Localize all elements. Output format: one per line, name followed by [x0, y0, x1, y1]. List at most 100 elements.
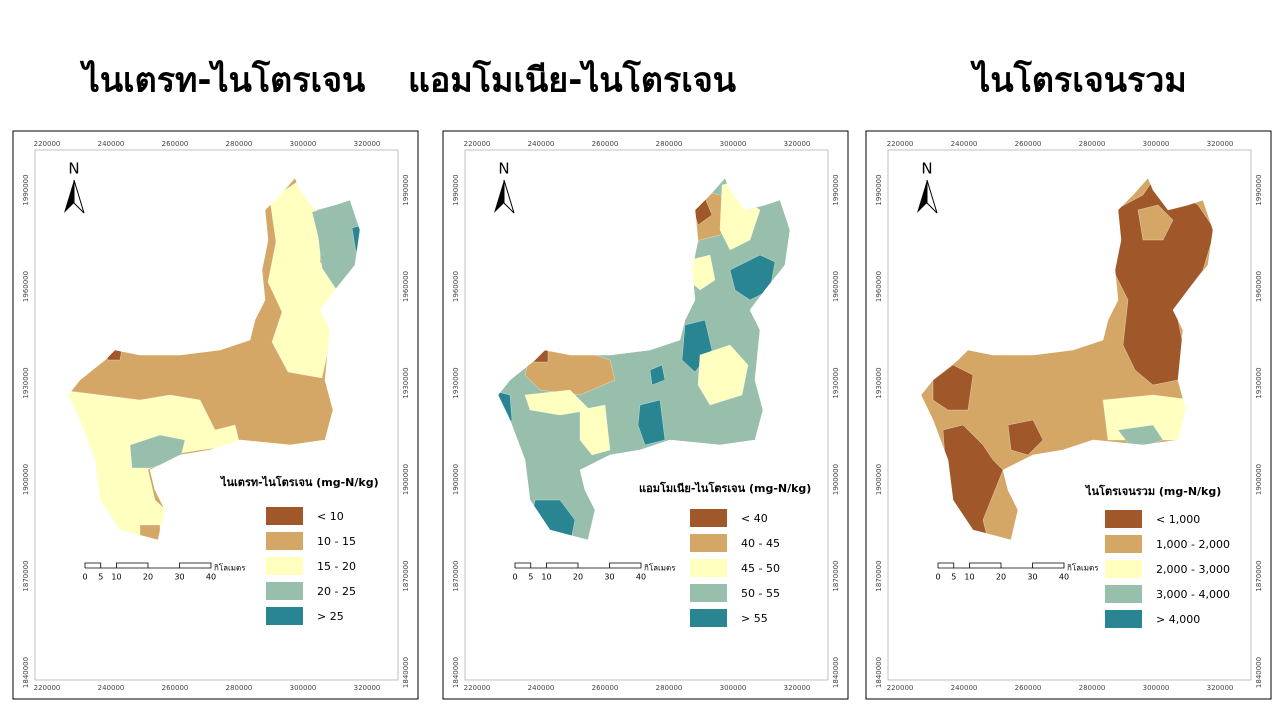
- x-coord-label: 320000: [784, 684, 811, 692]
- map-panel: แอมโมเนีย-ไนโตรเจน 220000 220000 240000 2400…: [408, 60, 849, 700]
- x-coord-label: 240000: [528, 140, 555, 148]
- y-coord-label: 1900000: [832, 464, 840, 495]
- y-coord-label: 1870000: [875, 560, 883, 591]
- legend-label: > 25: [317, 610, 344, 623]
- legend-swatch: [266, 582, 303, 600]
- scale-bar: [514, 562, 642, 569]
- x-coord-label: 320000: [1207, 140, 1234, 148]
- legend-swatch: [266, 607, 303, 625]
- scale-label: 10: [541, 573, 551, 582]
- north-arrow: [503, 179, 515, 214]
- x-coord-label: 300000: [1143, 140, 1170, 148]
- legend-title: ไนโตรเจนรวม (mg-N/kg): [1084, 484, 1221, 498]
- legend-label: > 4,000: [1156, 613, 1200, 626]
- region: [498, 178, 790, 540]
- x-coord-label: 320000: [1207, 684, 1234, 692]
- north-label: N: [921, 160, 932, 178]
- scale-label: 10: [111, 573, 121, 582]
- legend-swatch: [1105, 585, 1142, 603]
- region: [637, 399, 666, 446]
- scale-label: 0: [82, 573, 87, 582]
- legend-swatch: [1105, 535, 1142, 553]
- scale-label: 0: [512, 573, 517, 582]
- x-coord-label: 300000: [1143, 684, 1170, 692]
- north-arrow: [64, 180, 74, 213]
- x-coord-label: 300000: [290, 140, 317, 148]
- legend-swatch: [690, 584, 727, 602]
- scale-label: 40: [1059, 573, 1069, 582]
- y-coord-label: 1990000: [22, 174, 30, 205]
- x-coord-label: 220000: [34, 140, 61, 148]
- legend-swatch: [1105, 560, 1142, 578]
- legend-swatch: [690, 559, 727, 577]
- x-coord-label: 280000: [1079, 684, 1106, 692]
- north-arrow: [926, 179, 938, 214]
- y-coord-label: 1930000: [402, 367, 410, 398]
- y-coord-label: 1870000: [402, 560, 410, 591]
- legend-label: 50 - 55: [741, 587, 780, 600]
- x-coord-label: 300000: [720, 684, 747, 692]
- x-coord-label: 300000: [290, 684, 317, 692]
- legend-swatch: [1105, 510, 1142, 528]
- y-coord-label: 1840000: [1255, 657, 1263, 688]
- y-coord-label: 1870000: [452, 560, 460, 591]
- y-coord-label: 1990000: [1255, 174, 1263, 205]
- panel-title: แอมโมเนีย-ไนโตรเจน: [408, 60, 736, 101]
- legend-label: 2,000 - 3,000: [1156, 563, 1230, 576]
- legend-label: 40 - 45: [741, 537, 780, 550]
- legend-label: 15 - 20: [317, 560, 356, 573]
- legend-swatch: [690, 609, 727, 627]
- x-coord-label: 260000: [1015, 684, 1042, 692]
- region: [932, 364, 974, 411]
- legend-label: > 55: [741, 612, 768, 625]
- y-coord-label: 1840000: [832, 657, 840, 688]
- x-coord-label: 220000: [887, 140, 914, 148]
- scale-unit: กิโลเมตร: [214, 563, 246, 573]
- legend-swatch: [266, 507, 303, 525]
- x-coord-label: 240000: [951, 140, 978, 148]
- scale-label: 30: [604, 573, 614, 582]
- x-coord-label: 280000: [226, 140, 253, 148]
- x-coord-label: 260000: [162, 140, 189, 148]
- scale-unit: กิโลเมตร: [1067, 563, 1099, 573]
- legend-title: ไนเตรท-ไนโตรเจน (mg-N/kg): [219, 475, 379, 489]
- y-coord-label: 1930000: [452, 367, 460, 398]
- y-coord-label: 1900000: [452, 464, 460, 495]
- legend-label: 1,000 - 2,000: [1156, 538, 1230, 551]
- legend-swatch: [690, 509, 727, 527]
- y-coord-label: 1900000: [875, 464, 883, 495]
- x-coord-label: 320000: [354, 684, 381, 692]
- y-coord-label: 1840000: [452, 657, 460, 688]
- y-coord-label: 1990000: [452, 174, 460, 205]
- north-label: N: [68, 160, 79, 178]
- y-coord-label: 1900000: [402, 464, 410, 495]
- y-coord-label: 1990000: [402, 174, 410, 205]
- scale-label: 20: [143, 573, 153, 582]
- map: [921, 178, 1213, 540]
- y-coord-label: 1930000: [832, 367, 840, 398]
- y-coord-label: 1900000: [1255, 464, 1263, 495]
- legend-label: < 10: [317, 510, 344, 523]
- y-coord-label: 1870000: [832, 560, 840, 591]
- map-frame: [887, 149, 1252, 681]
- region: [1007, 419, 1044, 456]
- x-coord-label: 220000: [887, 684, 914, 692]
- y-coord-label: 1840000: [402, 657, 410, 688]
- region: [139, 524, 161, 540]
- x-coord-label: 260000: [1015, 140, 1042, 148]
- legend-title: แอมโมเนีย-ไนโตรเจน (mg-N/kg): [639, 481, 811, 495]
- y-coord-label: 1840000: [22, 657, 30, 688]
- region: [524, 389, 591, 416]
- y-coord-label: 1960000: [875, 271, 883, 302]
- y-coord-label: 1930000: [22, 367, 30, 398]
- y-coord-label: 1840000: [875, 657, 883, 688]
- y-coord-label: 1870000: [1255, 560, 1263, 591]
- legend-label: 20 - 25: [317, 585, 356, 598]
- scale-bar: [937, 562, 1065, 569]
- x-coord-label: 300000: [720, 140, 747, 148]
- y-coord-label: 1960000: [832, 271, 840, 302]
- y-coord-label: 1900000: [22, 464, 30, 495]
- x-coord-label: 280000: [656, 684, 683, 692]
- x-coord-label: 280000: [1079, 140, 1106, 148]
